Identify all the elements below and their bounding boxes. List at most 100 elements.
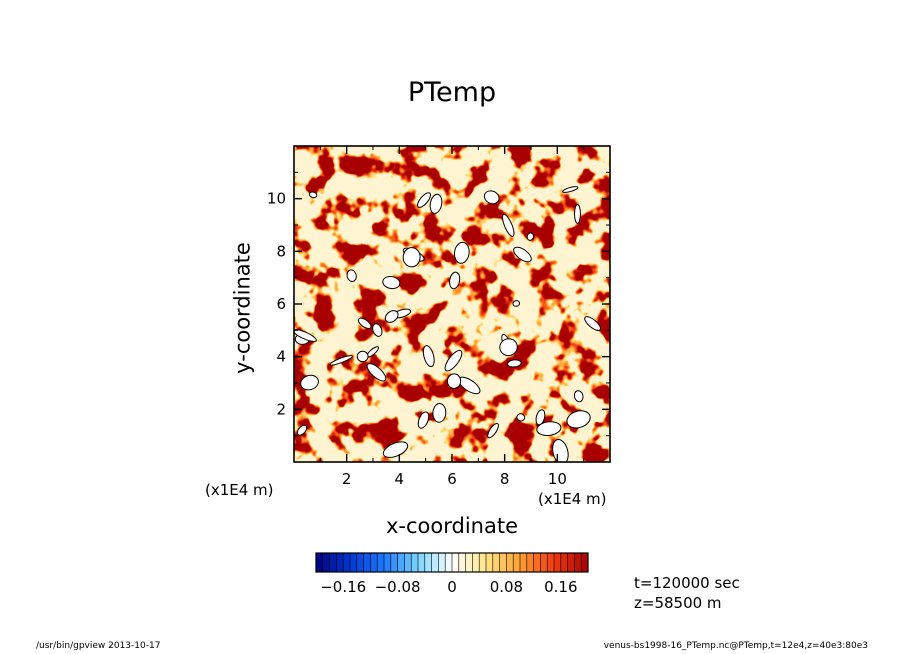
time-annotation: t=120000 sec xyxy=(634,574,740,592)
out-of-range-region xyxy=(536,421,562,437)
colorbar-swatch xyxy=(411,553,419,572)
out-of-range-regions xyxy=(294,186,602,462)
colorbar-frame xyxy=(315,552,589,573)
out-of-range-region xyxy=(329,355,353,366)
y-tick-label: 4 xyxy=(276,348,286,366)
out-of-range-region xyxy=(487,423,499,439)
heatmap-field xyxy=(294,146,610,462)
colorbar-tick-label: 0.08 xyxy=(490,578,523,596)
colorbar-swatch xyxy=(479,553,487,572)
colorbar-swatch xyxy=(370,553,378,572)
out-of-range-region xyxy=(296,424,308,436)
out-of-range-region xyxy=(516,413,526,422)
out-of-range-region xyxy=(417,411,430,429)
x-axis-label: x-coordinate xyxy=(385,514,518,538)
colorbar-swatch xyxy=(363,553,371,572)
x-axis-ticks: 2 4 6 8 10 xyxy=(319,146,585,488)
out-of-range-region xyxy=(526,232,534,241)
out-of-range-region xyxy=(357,317,372,330)
out-of-range-region xyxy=(552,439,569,462)
colorbar xyxy=(315,552,589,573)
colorbar-swatch xyxy=(533,553,541,572)
colorbar-swatch xyxy=(424,553,432,572)
out-of-range-region xyxy=(372,323,383,337)
colorbar-swatch xyxy=(336,553,344,572)
colorbar-swatch xyxy=(397,553,405,572)
out-of-range-region xyxy=(535,409,546,426)
out-of-range-region xyxy=(444,349,463,372)
x-tick-label: 6 xyxy=(447,470,457,488)
colorbar-swatch xyxy=(574,553,582,572)
colorbar-swatch xyxy=(520,553,528,572)
colorbar-swatch xyxy=(506,553,514,572)
colorbar-swatch xyxy=(329,553,337,572)
colorbar-swatch xyxy=(499,553,507,572)
out-of-range-region xyxy=(294,329,317,342)
y-tick-label: 6 xyxy=(276,295,286,313)
x-tick-label: 8 xyxy=(500,470,510,488)
colorbar-swatch xyxy=(492,553,500,572)
x-tick-label: 10 xyxy=(548,470,567,488)
colorbar-swatch xyxy=(404,553,412,572)
out-of-range-region xyxy=(402,247,421,268)
colorbar-swatch xyxy=(431,553,439,572)
colorbar-swatch xyxy=(554,553,562,572)
out-of-range-region xyxy=(562,186,579,193)
out-of-range-region xyxy=(483,190,500,205)
colorbar-swatch xyxy=(560,553,568,572)
out-of-range-region xyxy=(573,390,584,403)
y-tick-label: 10 xyxy=(267,190,286,208)
out-of-range-region xyxy=(507,359,522,368)
footer-data-source: venus-bs1998-16_PTemp.nc@PTemp,t=12e4,z=… xyxy=(603,641,868,651)
colorbar-swatch xyxy=(581,553,589,572)
colorbar-swatch xyxy=(567,553,575,572)
footer-program-info: /usr/bin/gpview 2013-10-17 xyxy=(36,641,161,651)
y-tick-label: 8 xyxy=(276,242,286,260)
y-axis-unit-label: (x1E4 m) xyxy=(205,481,274,499)
colorbar-swatch xyxy=(350,553,358,572)
colorbar-swatch xyxy=(513,553,521,572)
out-of-range-region xyxy=(308,191,318,199)
out-of-range-region xyxy=(502,213,515,237)
colorbar-swatch xyxy=(472,553,480,572)
colorbar-swatch xyxy=(452,553,460,572)
out-of-range-region xyxy=(346,269,357,282)
out-of-range-region xyxy=(382,275,401,290)
chart-title: PTemp xyxy=(407,77,497,108)
colorbar-swatch xyxy=(438,553,446,572)
out-of-range-region xyxy=(422,345,435,368)
colorbar-swatch xyxy=(316,553,324,572)
x-tick-label: 2 xyxy=(342,470,352,488)
out-of-range-region xyxy=(499,338,518,357)
out-of-range-region xyxy=(417,192,431,208)
out-of-range-region xyxy=(446,373,462,389)
out-of-range-region xyxy=(382,441,409,458)
x-tick-label: 4 xyxy=(395,470,405,488)
out-of-range-region xyxy=(429,193,443,214)
colorbar-swatch xyxy=(390,553,398,572)
out-of-range-region xyxy=(574,203,581,224)
out-of-range-region xyxy=(449,271,461,290)
out-of-range-region xyxy=(584,316,602,332)
y-axis-ticks: 2 4 6 8 10 xyxy=(267,171,610,437)
height-annotation: z=58500 m xyxy=(634,594,722,612)
colorbar-swatch xyxy=(458,553,466,572)
colorbar-tick-label: −0.08 xyxy=(375,578,421,596)
colorbar-swatch xyxy=(547,553,555,572)
colorbar-tick-label: 0.16 xyxy=(544,578,577,596)
colorbar-swatch xyxy=(343,553,351,572)
colorbar-tick-label: 0 xyxy=(447,578,457,596)
out-of-range-region xyxy=(453,241,470,264)
colorbar-ticks: −0.16 −0.08 0 0.08 0.16 xyxy=(320,578,577,596)
colorbar-swatch xyxy=(486,553,494,572)
colorbar-swatch xyxy=(418,553,426,572)
out-of-range-region xyxy=(566,410,591,429)
colorbar-swatch xyxy=(526,553,534,572)
colorbar-swatch xyxy=(322,553,330,572)
out-of-range-region xyxy=(366,363,387,382)
colorbar-swatch xyxy=(384,553,392,572)
colorbar-swatch xyxy=(445,553,453,572)
out-of-range-region xyxy=(513,246,532,263)
out-of-range-region xyxy=(384,310,399,323)
